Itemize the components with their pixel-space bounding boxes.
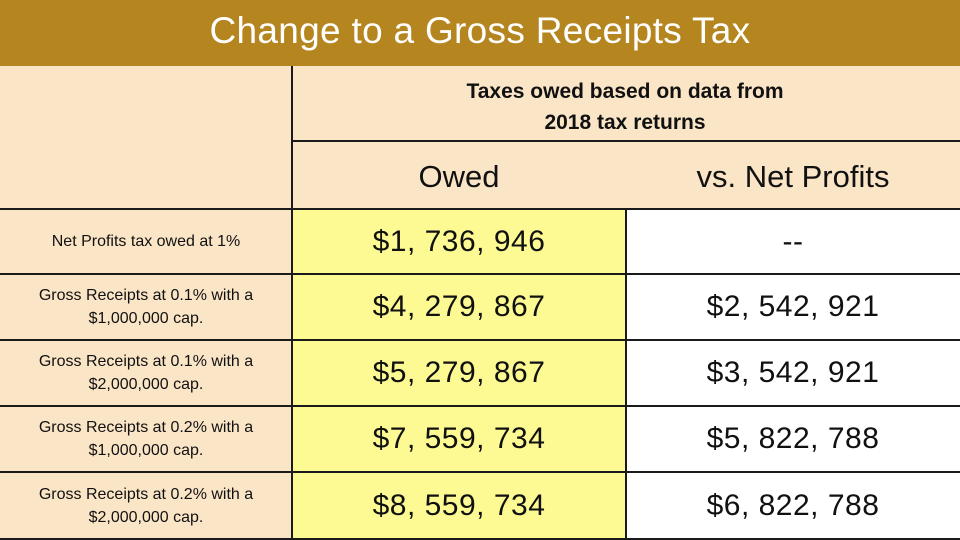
- owed-value: $7, 559, 734: [292, 406, 626, 472]
- column-header-vs-net-profits: vs. Net Profits: [696, 159, 890, 194]
- row-divider: [0, 208, 960, 210]
- vs-net-profits-value: --: [626, 209, 960, 274]
- vs-net-profits-value: $2, 542, 921: [626, 274, 960, 340]
- header-divider: [292, 140, 960, 142]
- row-divider: [0, 538, 960, 540]
- owed-value: $8, 559, 734: [292, 472, 626, 540]
- column-divider: [625, 208, 627, 540]
- row-label: Gross Receipts at 0.1% with a $2,000,000…: [0, 340, 292, 406]
- column-header-owed: Owed: [418, 159, 500, 194]
- tax-comparison-table: Taxes owed based on data from 2018 tax r…: [0, 66, 960, 540]
- slide-title: Change to a Gross Receipts Tax: [209, 10, 751, 51]
- title-bar: Change to a Gross Receipts Tax: [0, 0, 960, 66]
- row-divider: [0, 471, 960, 473]
- owed-value: $5, 279, 867: [292, 340, 626, 406]
- row-divider: [0, 273, 960, 275]
- row-divider: [0, 405, 960, 407]
- row-divider: [0, 339, 960, 341]
- owed-value: $4, 279, 867: [292, 274, 626, 340]
- row-label: Gross Receipts at 0.2% with a $2,000,000…: [0, 472, 292, 540]
- row-label: Gross Receipts at 0.2% with a $1,000,000…: [0, 406, 292, 472]
- header-caption: Taxes owed based on data from 2018 tax r…: [466, 80, 784, 134]
- row-label: Net Profits tax owed at 1%: [0, 209, 292, 274]
- vs-net-profits-value: $3, 542, 921: [626, 340, 960, 406]
- vs-net-profits-value: $5, 822, 788: [626, 406, 960, 472]
- vs-net-profits-value: $6, 822, 788: [626, 472, 960, 540]
- owed-value: $1, 736, 946: [292, 209, 626, 274]
- table-header-background: [0, 66, 960, 209]
- row-label: Gross Receipts at 0.1% with a $1,000,000…: [0, 274, 292, 340]
- column-divider: [291, 66, 293, 540]
